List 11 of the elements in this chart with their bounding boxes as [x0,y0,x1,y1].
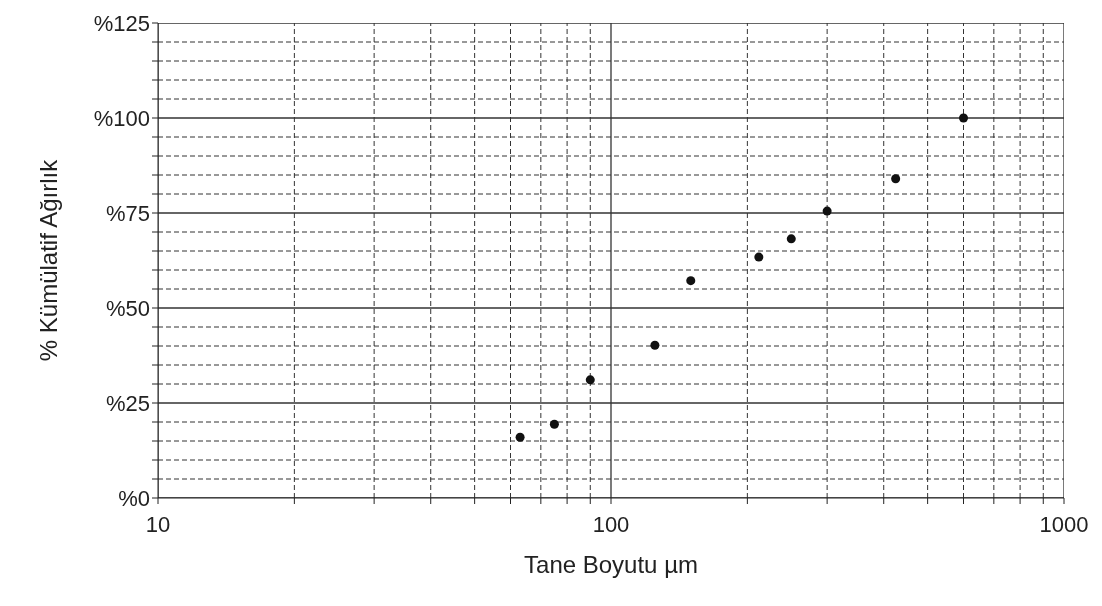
y-tick-label: %25 [105,390,150,416]
x-axis-title: Tane Boyutu µm [524,551,698,578]
y-tick-label: %100 [93,105,150,131]
y-tick-label: %50 [105,295,150,321]
y-tick-label: %125 [93,10,150,36]
y-tick-label: %75 [105,200,150,226]
x-tick-label: 10 [145,511,171,537]
x-tick-label: 1000 [1039,511,1089,537]
y-axis-title: % Kümülatif Ağırlık [34,158,62,362]
x-tick-label: 100 [592,511,630,537]
y-tick-label: %0 [118,485,150,511]
